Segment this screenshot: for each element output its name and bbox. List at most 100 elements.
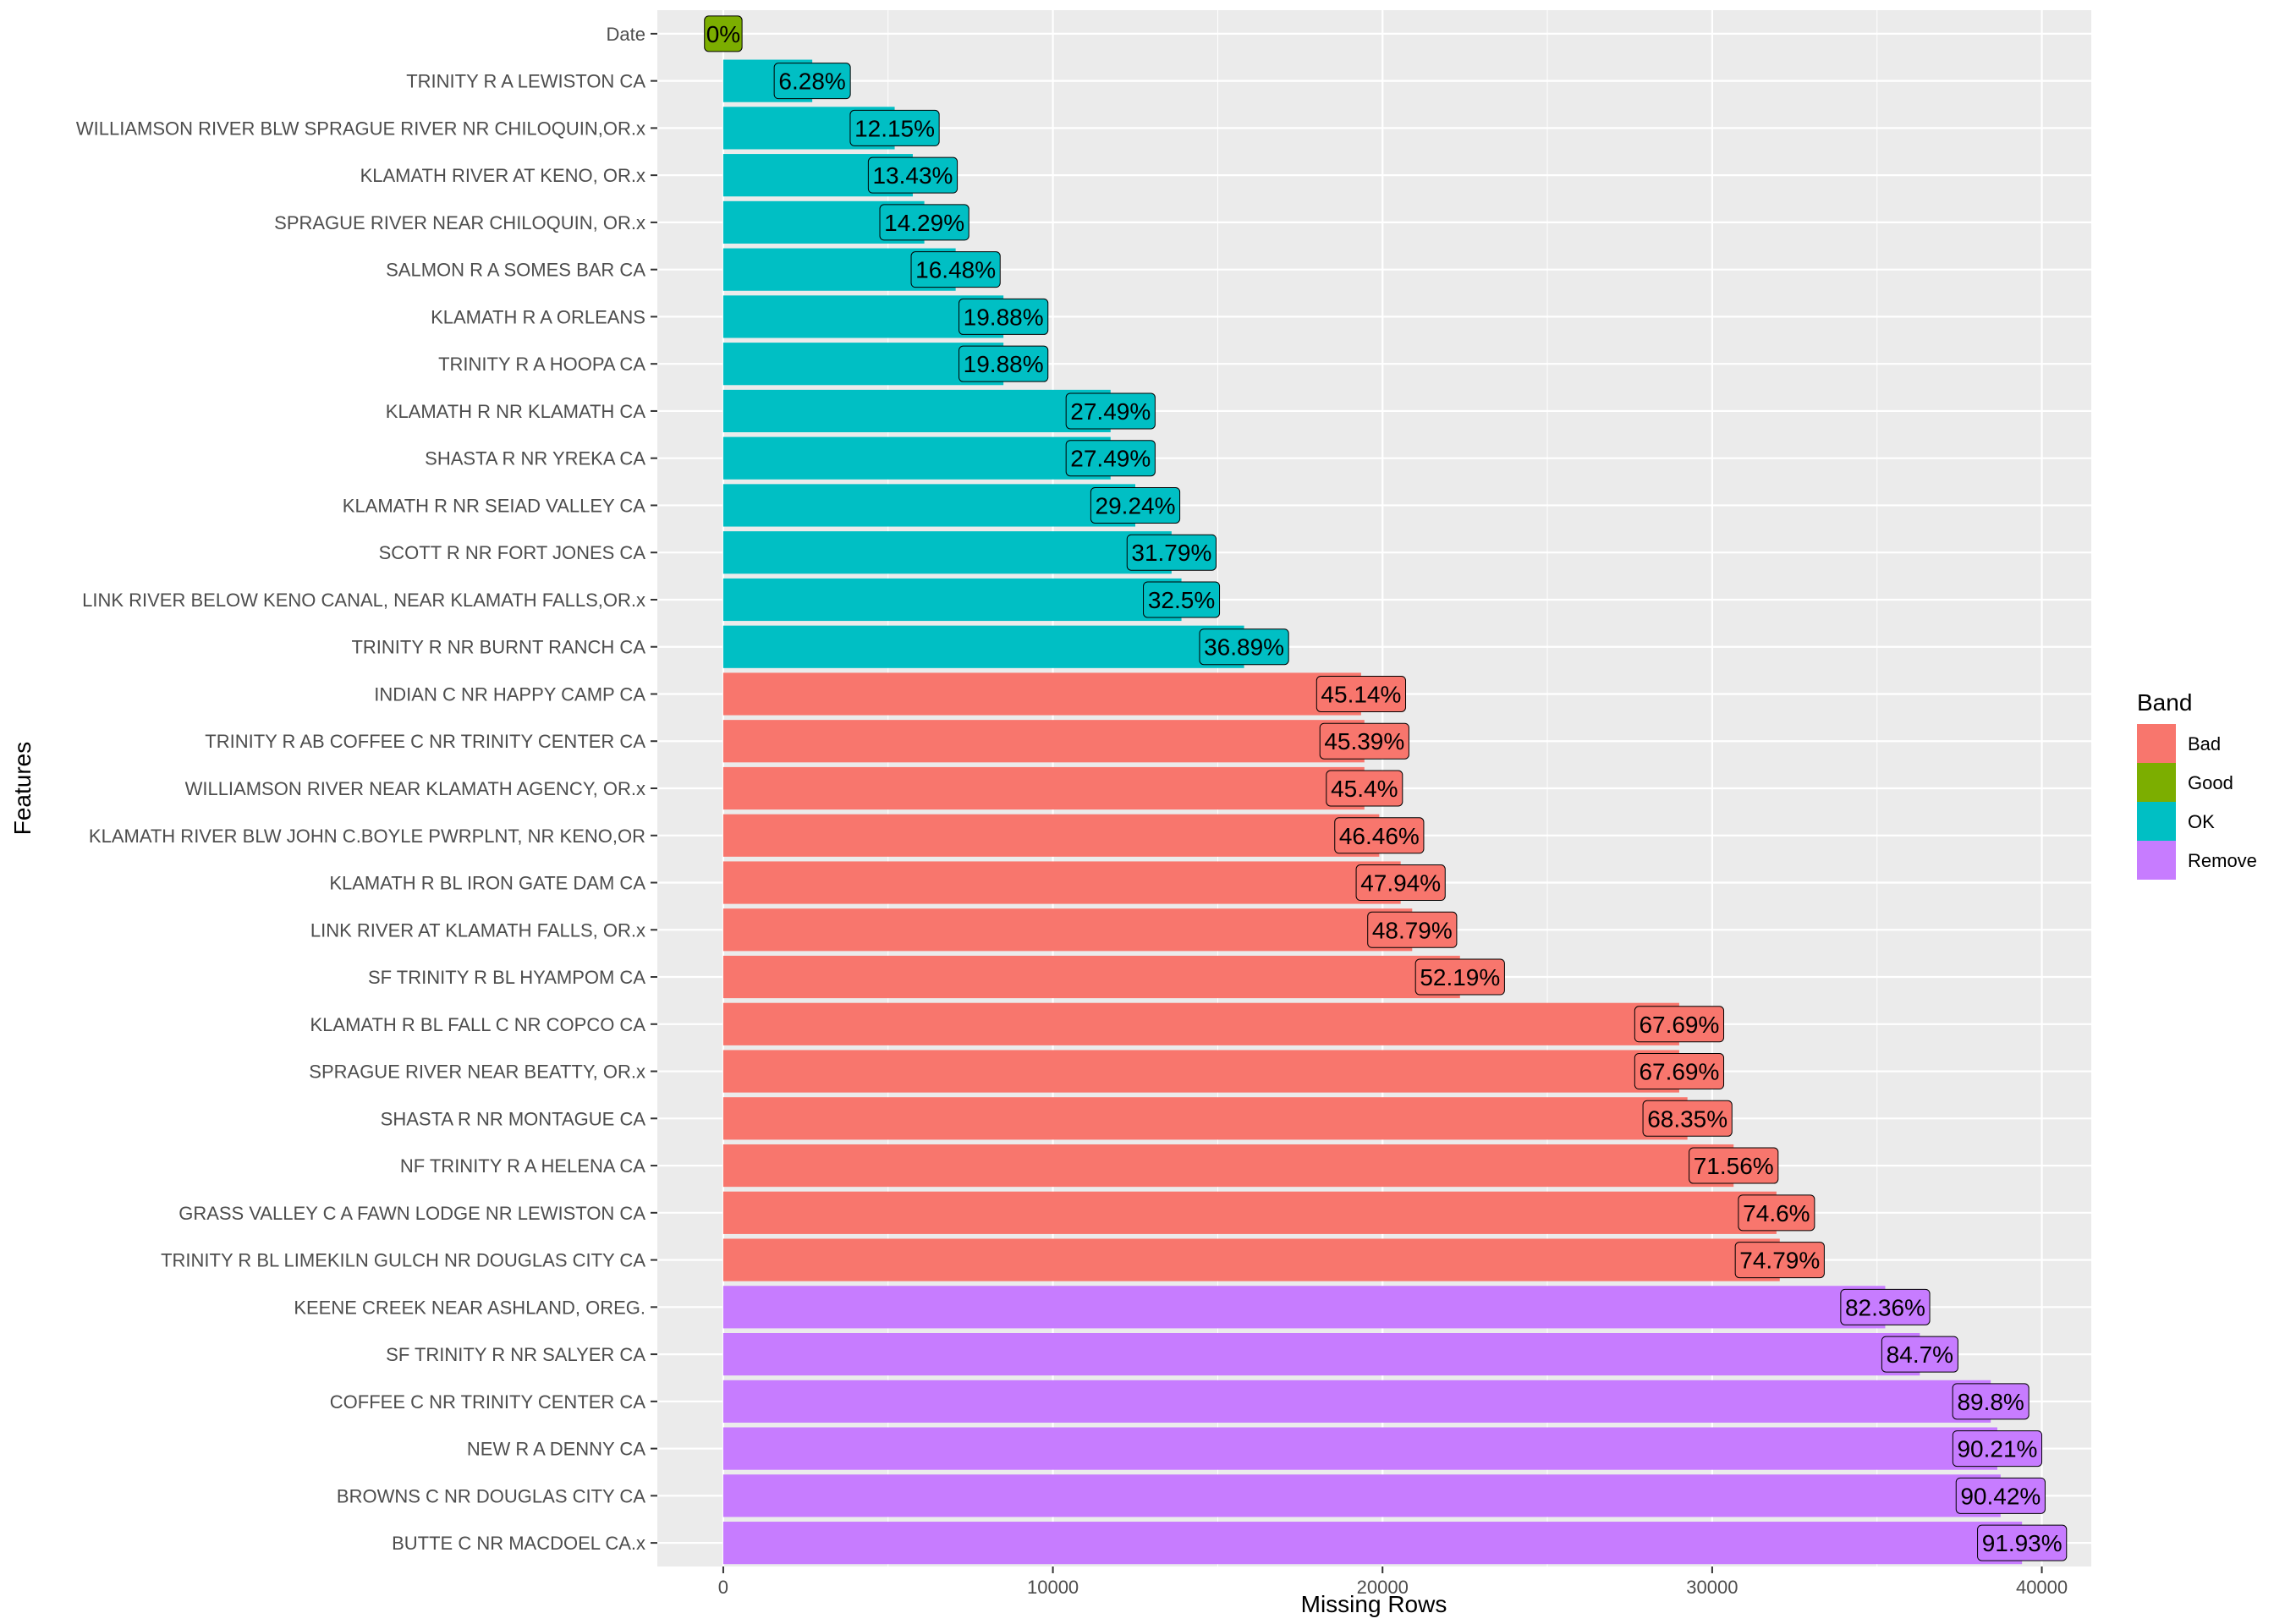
bar-label: 74.79% (1739, 1248, 1820, 1274)
y-tick-label: NEW R A DENNY CA (467, 1439, 645, 1460)
bar-label: 19.88% (964, 304, 1044, 330)
bar-label: 32.5% (1148, 587, 1215, 613)
bar-label: 46.46% (1339, 823, 1420, 849)
y-axis: Date TRINITY R A LEWISTON CA WILLIAMSON RI… (76, 24, 657, 1554)
bar-label-box (704, 15, 743, 52)
bar-label: 74.6% (1743, 1200, 1810, 1226)
x-tick-label: 20000 (1357, 1577, 1409, 1598)
bar-label-box (1689, 1147, 1779, 1184)
y-tick-label: SPRAGUE RIVER NEAR BEATTY, OR.x (309, 1062, 645, 1083)
bar-label-box (1334, 817, 1425, 854)
bar-label-box (1065, 392, 1156, 430)
bar-label: 45.39% (1324, 728, 1404, 754)
bar (722, 861, 1401, 904)
bar (722, 578, 1182, 622)
legend-swatch (2137, 724, 2176, 763)
bar-label: 27.49% (1070, 398, 1151, 425)
bar-label-box (1090, 486, 1181, 524)
legend-title: Band (2137, 689, 2192, 716)
y-tick-label: WILLIAMSON RIVER NEAR KLAMATH AGENCY, OR… (185, 778, 645, 799)
bar-label-box (1977, 1524, 2068, 1561)
bar (722, 1002, 1679, 1045)
bar-label: 48.79% (1372, 917, 1453, 943)
bar (722, 672, 1361, 716)
y-tick-label: SALMON R A SOMES BAR CA (386, 260, 645, 281)
bar-label-box (1734, 1242, 1825, 1279)
x-tick-label: 0 (718, 1577, 728, 1598)
legend: Band Bad Good OK Remove (2137, 689, 2257, 880)
y-tick-label: KLAMATH R NR KLAMATH CA (386, 401, 646, 422)
bar-label: 68.35% (1647, 1106, 1727, 1132)
legend-swatch (2137, 763, 2176, 802)
bar-label-box (1065, 440, 1156, 477)
bar-label-box (1634, 1053, 1725, 1090)
x-tick-label: 40000 (2016, 1577, 2068, 1598)
bar-label-box (1126, 534, 1217, 571)
bar-label-box (1840, 1288, 1931, 1325)
bar-label: 19.88% (964, 351, 1044, 377)
bar-label-box (1738, 1194, 1815, 1232)
bar-label-box (879, 204, 969, 241)
bar-label: 13.43% (872, 162, 953, 189)
bar (722, 1522, 2023, 1565)
bar-label: 90.21% (1957, 1436, 2037, 1462)
bar-label: 12.15% (854, 115, 935, 141)
bar-label-box (1143, 581, 1221, 618)
bar-label: 90.42% (1960, 1483, 2041, 1509)
y-tick-label: KLAMATH R BL FALL C NR COPCO CA (310, 1014, 646, 1035)
bar (722, 343, 1004, 386)
bar (722, 908, 1413, 952)
y-tick-label: BROWNS C NR DOUGLAS CITY CA (337, 1485, 645, 1506)
y-tick-label: SPRAGUE RIVER NEAR CHILOQUIN, OR.x (274, 212, 645, 233)
bar-label: 45.14% (1321, 681, 1401, 707)
bar (722, 295, 1004, 338)
bar-label: 47.94% (1360, 870, 1441, 897)
y-tick-label: KEENE CREEK NEAR ASHLAND, OREG. (294, 1297, 645, 1318)
bar (722, 1191, 1777, 1234)
bar-label-box (1955, 1477, 2046, 1514)
y-tick-label: KLAMATH R BL IRON GATE DAM CA (329, 873, 645, 894)
bar-label-box (1881, 1336, 1958, 1373)
bar-label: 91.93% (1982, 1530, 2063, 1556)
y-tick-label: TRINITY R NR BURNT RANCH CA (351, 637, 645, 658)
bar (722, 1333, 1920, 1376)
bar-label: 71.56% (1694, 1153, 1774, 1179)
bar-label: 36.89% (1204, 634, 1284, 661)
y-tick-label: KLAMATH RIVER BLW JOHN C.BOYLE PWRPLNT, … (89, 826, 645, 847)
y-tick-label: KLAMATH RIVER AT KENO, OR.x (360, 165, 645, 186)
bar (722, 955, 1460, 999)
y-tick-label: GRASS VALLEY C A FAWN LODGE NR LEWISTON … (179, 1203, 645, 1224)
y-tick-label: COFFEE C NR TRINITY CENTER CA (330, 1391, 646, 1413)
bar-label-box (958, 298, 1049, 335)
bar-label-box (1355, 864, 1446, 902)
y-tick-label: KLAMATH R NR SEIAD VALLEY CA (343, 495, 646, 516)
bars (722, 59, 2023, 1565)
bar (722, 389, 1111, 433)
x-tick-label: 10000 (1027, 1577, 1079, 1598)
x-tick-label: 30000 (1686, 1577, 1738, 1598)
y-tick-label: SF TRINITY R NR SALYER CA (386, 1344, 645, 1365)
bar (722, 1238, 1780, 1281)
y-tick-label: INDIAN C NR HAPPY CAMP CA (374, 683, 645, 705)
bar-label: 67.69% (1639, 1059, 1719, 1085)
y-tick-label: SCOTT R NR FORT JONES CA (379, 542, 646, 563)
bar-labels: 0% 6.28% 12.15% 13.43% 14.29% 16.48% 19.88% 19.… (704, 15, 2068, 1561)
bar-label-box (1367, 911, 1458, 948)
y-tick-label: Date (607, 24, 645, 45)
y-tick-label: TRINITY R BL LIMEKILN GULCH NR DOUGLAS C… (161, 1250, 645, 1271)
y-tick-label: WILLIAMSON RIVER BLW SPRAGUE RIVER NR CH… (76, 118, 645, 139)
y-tick-label: BUTTE C NR MACDOEL CA.x (392, 1533, 645, 1554)
x-axis: 0 10000 20000 30000 40000 (718, 1566, 2068, 1598)
bar (722, 625, 1244, 668)
bar-label: 6.28% (778, 69, 845, 95)
bar (722, 1427, 1997, 1470)
bar-label: 31.79% (1131, 540, 1211, 566)
bar-label: 29.24% (1096, 492, 1176, 518)
x-axis-title: Missing Rows (1301, 1591, 1447, 1617)
y-tick-label: KLAMATH R A ORLEANS (431, 306, 645, 327)
bar-label: 45.4% (1331, 776, 1398, 802)
legend-swatch (2137, 802, 2176, 841)
bar-label: 0% (706, 21, 740, 47)
bar (722, 1380, 1991, 1423)
bar (722, 1286, 1886, 1329)
